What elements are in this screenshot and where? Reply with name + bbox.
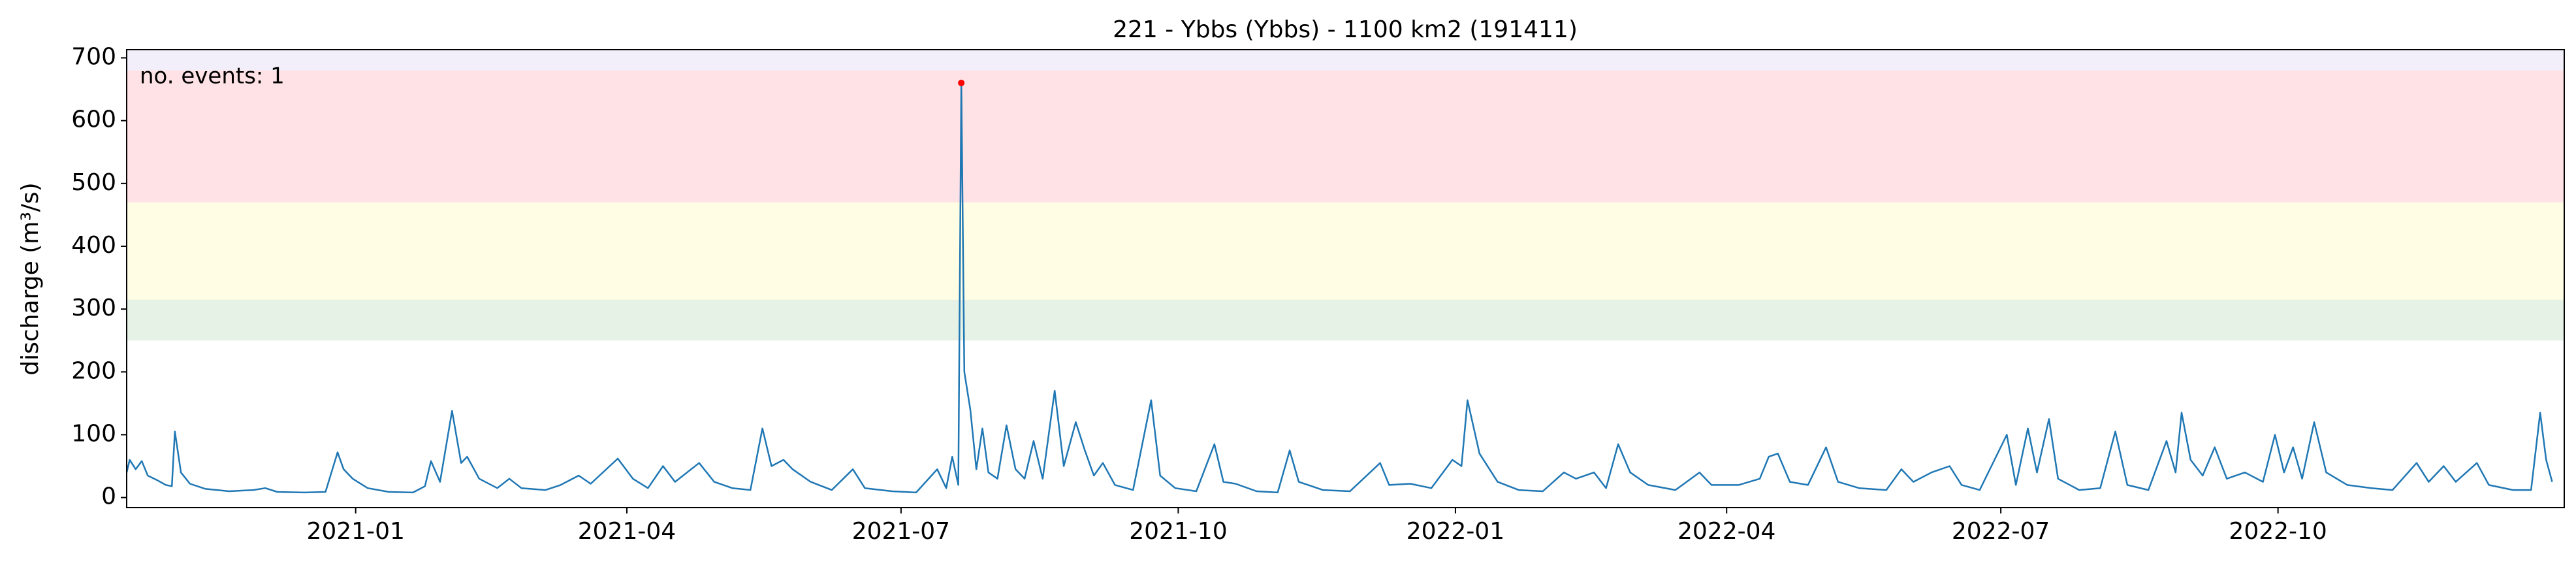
- plot-frame: [126, 49, 2565, 508]
- y-tick-label: 400: [71, 232, 116, 259]
- threshold-band: [127, 70, 2564, 203]
- annotation: no. events: 1: [140, 63, 285, 89]
- y-tick-label: 300: [71, 295, 116, 321]
- x-tick-label: 2021-07: [852, 518, 950, 545]
- x-tick-label: 2022-04: [1678, 518, 1775, 545]
- x-tick-label: 2021-01: [306, 518, 404, 545]
- y-tick-label: 700: [71, 44, 116, 71]
- y-tick-label: 0: [101, 483, 116, 510]
- x-tick-label: 2021-10: [1129, 518, 1227, 545]
- threshold-band: [127, 202, 2564, 300]
- discharge-line: [125, 82, 2553, 494]
- y-axis-label: discharge (m³/s): [17, 182, 44, 375]
- chart-title: 221 - Ybbs (Ybbs) - 1100 km2 (191411): [1113, 16, 1578, 43]
- x-tick-label: 2021-04: [578, 518, 676, 545]
- x-tick-label: 2022-07: [1952, 518, 2050, 545]
- y-tick-label: 500: [71, 169, 116, 196]
- x-tick-label: 2022-01: [1407, 518, 1504, 545]
- y-tick-label: 200: [71, 357, 116, 384]
- y-tick-label: 600: [71, 106, 116, 133]
- y-tick-label: 100: [71, 420, 116, 447]
- x-tick-label: 2022-10: [2229, 518, 2327, 545]
- threshold-band: [127, 299, 2564, 341]
- threshold-band: [127, 50, 2564, 71]
- event-marker: [958, 79, 965, 86]
